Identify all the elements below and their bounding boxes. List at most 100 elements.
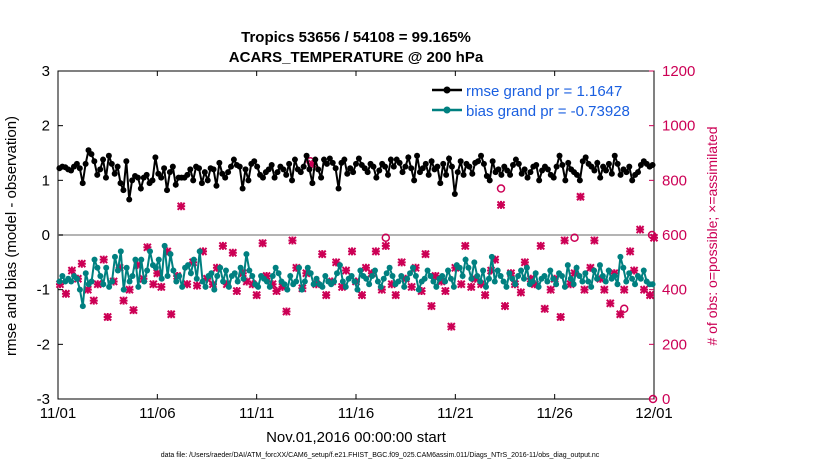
- rmse-point: [350, 169, 357, 176]
- obs-assimilated-point: [272, 286, 281, 296]
- bias-point: [398, 273, 405, 279]
- y-tick-label: 2: [42, 118, 50, 135]
- obs-assimilated-point: [570, 269, 579, 278]
- rmse-point: [408, 165, 415, 172]
- obs-assimilated-point: [546, 285, 555, 294]
- obs-assimilated-point: [212, 263, 222, 273]
- bias-point: [296, 264, 303, 271]
- rmse-point: [268, 162, 275, 169]
- bias-point: [208, 270, 215, 277]
- rmse-point: [225, 169, 232, 176]
- obs-assimilated-point: [467, 282, 476, 292]
- bias-point: [591, 267, 598, 274]
- obs-assimilated-point: [89, 296, 98, 305]
- bias-point: [249, 273, 256, 279]
- bias-point: [485, 275, 492, 282]
- rmse-point: [82, 160, 89, 167]
- bias-point: [111, 253, 118, 260]
- obs-assimilated-point: [451, 263, 460, 273]
- bias-point: [211, 286, 218, 293]
- obs-assimilated-point: [149, 279, 158, 289]
- bias-point: [225, 283, 232, 290]
- obs-assimilated-point: [288, 236, 297, 245]
- x-tick-label: 11/01: [40, 405, 76, 422]
- bias-point: [91, 256, 98, 263]
- rmse-point: [376, 167, 383, 174]
- bias-point: [284, 286, 291, 293]
- rmse-point: [355, 155, 362, 162]
- rmse-point: [201, 169, 208, 176]
- bias-point: [366, 281, 373, 288]
- rmse-point: [518, 170, 525, 177]
- obs-assimilated-point: [500, 301, 510, 311]
- rmse-point: [134, 174, 141, 181]
- obs-assimilated-point: [129, 305, 138, 315]
- obs-assimilated-point: [600, 285, 609, 294]
- rmse-point: [315, 166, 322, 173]
- obs-assimilated-point: [421, 249, 430, 259]
- rmse-point: [396, 159, 403, 166]
- obs-assimilated-point: [258, 238, 267, 248]
- obs-assimilated-point: [125, 285, 134, 294]
- obs-assimilated-point: [93, 279, 102, 289]
- bias-point: [220, 278, 227, 285]
- legend-box: [428, 78, 650, 122]
- rmse-point: [230, 156, 237, 163]
- rmse-point: [120, 187, 127, 194]
- obs-assimilated-point: [182, 279, 192, 289]
- bias-point: [117, 248, 124, 255]
- bias-point: [594, 275, 601, 282]
- bias-point: [637, 275, 644, 282]
- bias-point: [234, 278, 241, 285]
- rmse-point: [353, 160, 359, 167]
- rmse-point: [533, 162, 540, 169]
- bias-point: [491, 278, 498, 285]
- rmse-point: [507, 171, 514, 178]
- obs-assimilated-point: [157, 282, 166, 292]
- obs-assimilated-point: [470, 274, 480, 283]
- bias-point: [582, 270, 589, 277]
- rmse-point: [504, 167, 511, 174]
- rmse-point: [105, 152, 112, 159]
- bias-point: [135, 283, 142, 290]
- obs-assimilated-point: [580, 285, 589, 294]
- y-tick-label: 3: [42, 63, 50, 80]
- obs-assimilated-point: [486, 266, 496, 275]
- obs-assimilated-point: [176, 202, 186, 211]
- y-tick-label: 1: [42, 172, 50, 189]
- obs-assimilated-point: [321, 290, 331, 300]
- bias-point: [287, 273, 294, 279]
- bias-point: [319, 283, 326, 290]
- obs-assimilated-point: [490, 255, 500, 264]
- obs-assimilated-point: [192, 281, 202, 290]
- rmse-point: [274, 169, 281, 176]
- bias-point: [369, 273, 376, 279]
- bias-point: [272, 264, 279, 271]
- obs-assimilated-point: [278, 282, 287, 292]
- obs-assimilated-point: [337, 282, 347, 292]
- obs-assimilated-point: [560, 236, 569, 245]
- obs-possible-point: [619, 304, 629, 314]
- x-tick-label: 11/26: [536, 405, 572, 422]
- rmse-point: [79, 180, 86, 187]
- bias-point: [450, 283, 457, 290]
- obs-assimilated-point: [331, 258, 341, 267]
- rmse-point: [608, 170, 615, 177]
- bias-point: [152, 264, 159, 271]
- x-tick-label: 11/11: [239, 405, 274, 422]
- rmse-point: [169, 163, 176, 170]
- rmse-point: [323, 160, 330, 167]
- rmse-point: [611, 152, 618, 159]
- chart-subtitle: ACARS_TEMPERATURE @ 200 hPa: [229, 49, 484, 66]
- rmse-point: [227, 163, 234, 170]
- rmse-point: [187, 166, 194, 173]
- bias-point: [339, 278, 346, 285]
- rmse-point: [469, 170, 476, 177]
- obs-assimilated-point: [417, 286, 426, 296]
- rmse-point: [76, 165, 83, 172]
- obs-assimilated-point: [441, 286, 450, 296]
- bias-point: [129, 273, 136, 279]
- obs-assimilated-point: [252, 290, 261, 300]
- x-tick-label: 12/01: [635, 405, 673, 422]
- bias-point: [371, 267, 378, 274]
